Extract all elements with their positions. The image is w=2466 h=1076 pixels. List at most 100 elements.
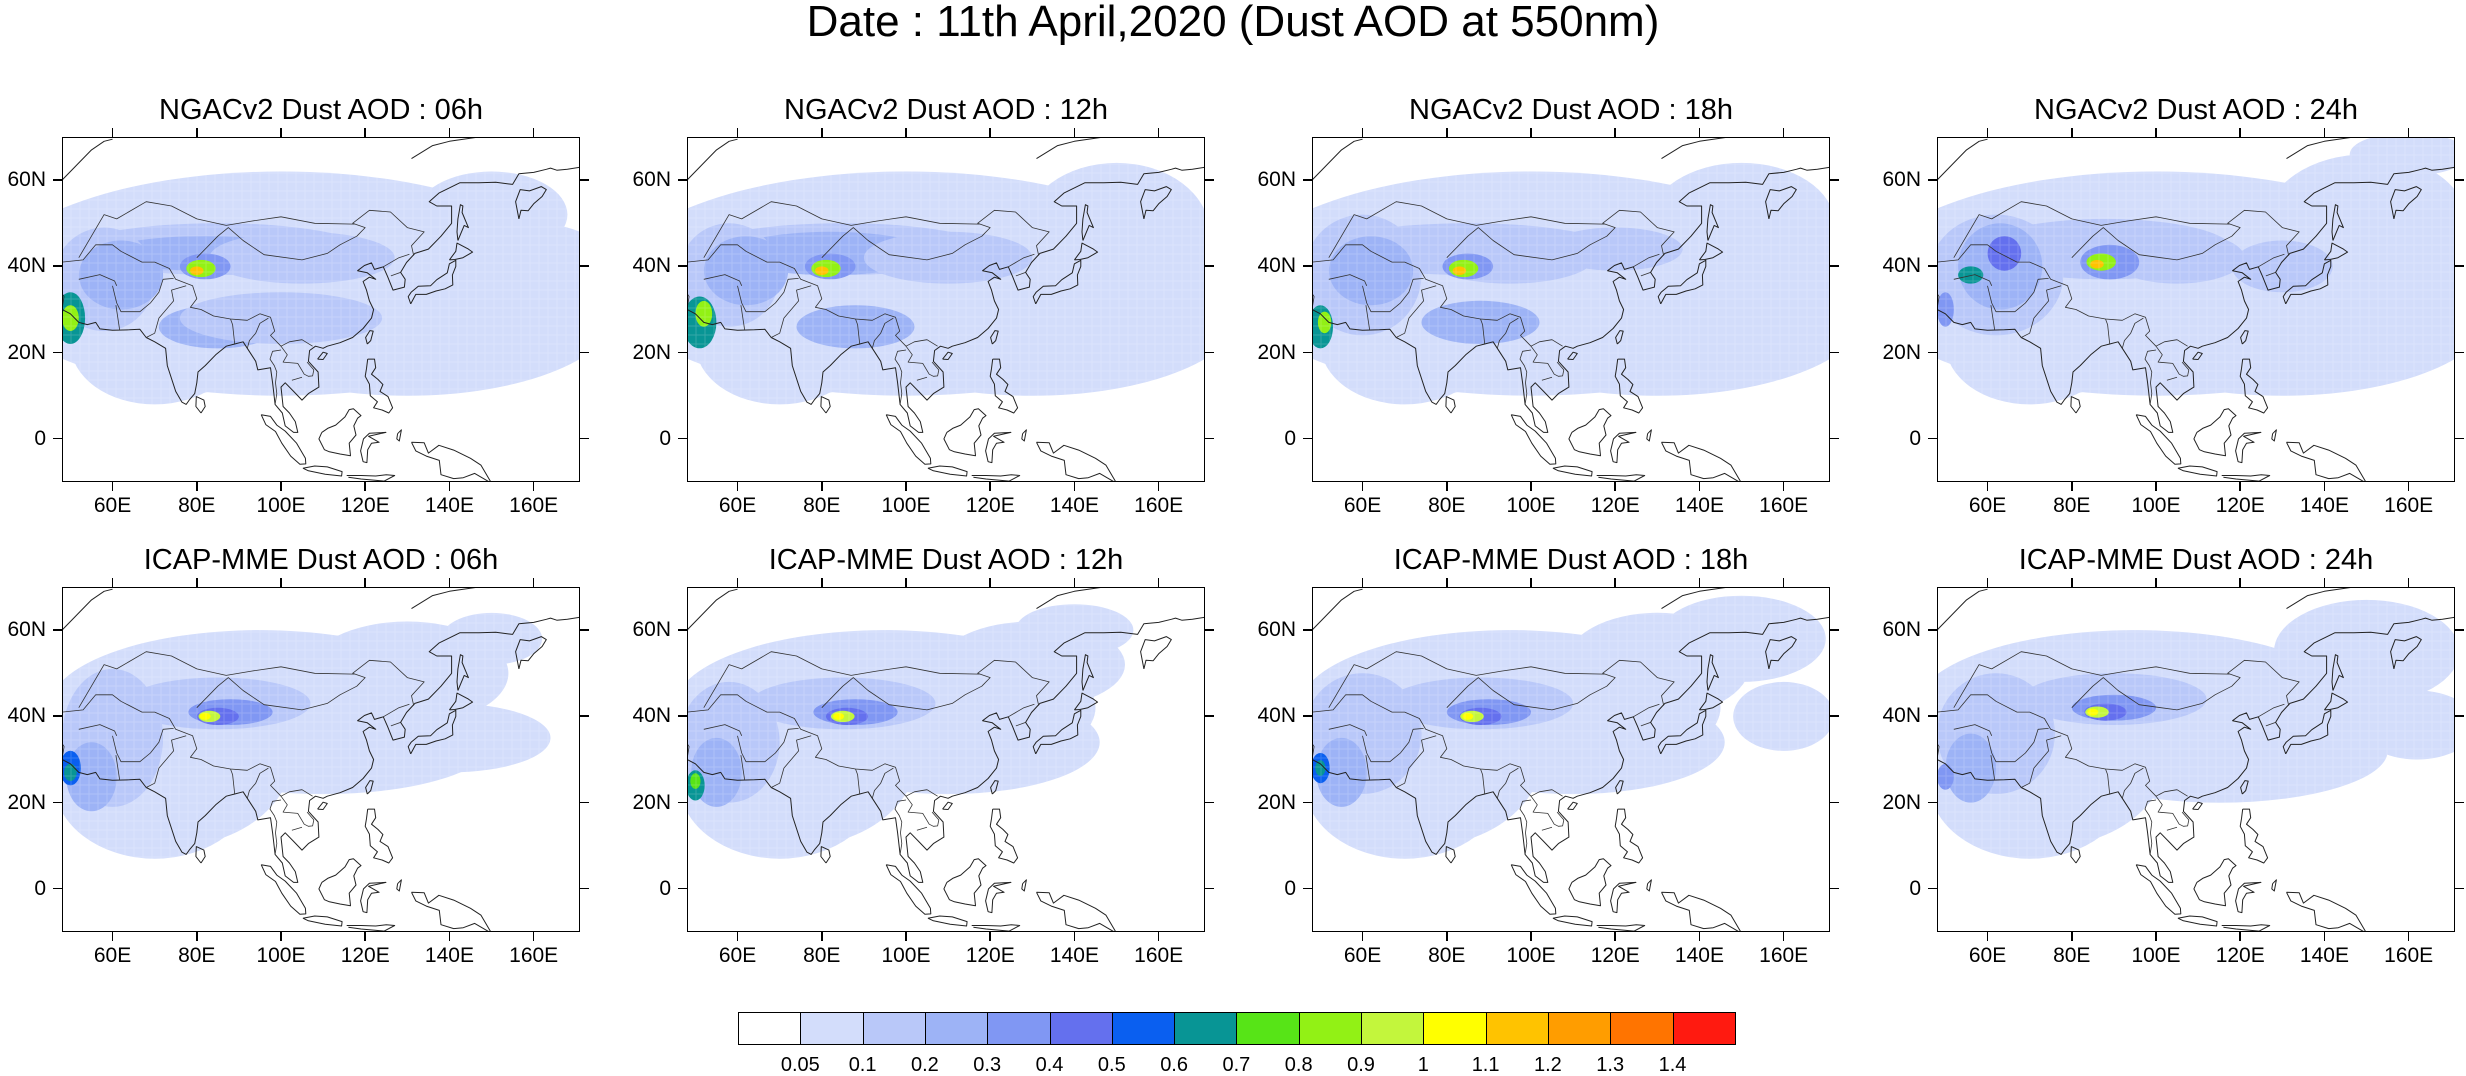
lon-tick-top — [2155, 128, 2157, 137]
lat-label: 20N — [7, 790, 46, 814]
coastline — [360, 881, 387, 914]
coastline — [1140, 186, 1172, 220]
lat-label: 0 — [659, 426, 671, 450]
lon-tick — [820, 932, 823, 941]
coastline — [1937, 138, 1988, 181]
colorbar-label: 0.3 — [973, 1054, 1002, 1076]
coastline — [364, 358, 394, 414]
colorbar-swatch — [862, 1012, 927, 1045]
coastline — [1661, 891, 1742, 932]
lon-tick-top — [1614, 128, 1616, 137]
lat-tick-right — [1830, 801, 1839, 804]
lat-tick-right — [1830, 887, 1839, 890]
lon-label: 140E — [424, 944, 474, 967]
panel-title: NGACv2 Dust AOD : 06h — [159, 94, 483, 126]
dust-aod-map — [1937, 137, 2455, 482]
country-border — [1396, 735, 1437, 788]
lon-label: 120E — [1590, 494, 1640, 517]
coastline — [2390, 186, 2422, 220]
lat-tick-right — [580, 437, 589, 440]
grid-texture — [62, 137, 580, 482]
country-border — [1008, 703, 1035, 718]
lon-label: 100E — [1506, 944, 1556, 967]
coastline — [943, 408, 987, 457]
lon-tick — [111, 482, 114, 491]
lat-tick — [678, 351, 687, 354]
panel-title: NGACv2 Dust AOD : 18h — [1409, 94, 1733, 126]
lat-label: 60N — [1257, 168, 1296, 192]
lon-tick — [2155, 482, 2157, 491]
colorbar-label: 1.1 — [1471, 1054, 1500, 1076]
country-border — [894, 349, 907, 405]
lat-tick — [1928, 179, 1937, 181]
coastline — [1937, 588, 1988, 631]
lon-tick-top — [2323, 128, 2326, 137]
coastline — [1596, 474, 1646, 482]
lon-label: 120E — [340, 494, 390, 517]
country-border — [1990, 305, 1996, 331]
lon-tick — [1782, 482, 1785, 491]
lon-tick-top — [736, 578, 739, 587]
coastline — [1445, 846, 1456, 864]
country-border — [115, 755, 121, 781]
lon-tick — [1157, 482, 1160, 491]
lon-tick-top — [2239, 578, 2241, 587]
lon-label: 80E — [178, 944, 216, 967]
lon-tick-top — [820, 128, 823, 137]
country-border — [269, 799, 282, 855]
lat-tick-right — [2455, 265, 2464, 267]
lon-tick-top — [1445, 578, 1448, 587]
country-border — [2021, 285, 2062, 338]
lat-tick — [53, 351, 62, 354]
coastline — [971, 924, 1021, 932]
lon-tick-top — [820, 578, 823, 587]
country-border — [687, 244, 938, 347]
lat-tick-right — [2455, 351, 2464, 354]
coastline — [2070, 846, 2081, 864]
country-border — [740, 755, 746, 781]
colorbar-swatch — [1485, 1012, 1550, 1045]
colorbar-swatch — [1423, 1012, 1488, 1045]
lon-tick — [1614, 932, 1616, 941]
coastline — [515, 636, 547, 670]
lon-tick-top — [989, 128, 991, 137]
lat-label: 20N — [1882, 340, 1921, 364]
lat-tick-right — [1205, 629, 1214, 631]
coastline — [2331, 654, 2344, 691]
lat-label: 0 — [34, 876, 46, 900]
lat-label: 60N — [7, 618, 46, 642]
coastline — [1510, 414, 1557, 465]
lat-tick-right — [1205, 887, 1214, 890]
coastline — [2235, 431, 2262, 464]
lat-label: 60N — [1882, 618, 1921, 642]
lon-tick-top — [1530, 578, 1532, 587]
country-border — [916, 826, 928, 831]
country-border — [2265, 272, 2276, 277]
lat-tick — [53, 887, 62, 890]
lat-tick — [1303, 801, 1312, 804]
coastline — [687, 166, 1205, 433]
lon-tick-top — [280, 128, 282, 137]
map-canvas — [62, 587, 580, 932]
lat-label: 40N — [1257, 254, 1296, 278]
coastline — [820, 396, 831, 414]
country-border — [2258, 703, 2285, 718]
lon-label: 100E — [1506, 494, 1556, 517]
coastline — [411, 137, 479, 160]
map-canvas — [1937, 587, 2455, 932]
country-border — [2265, 722, 2276, 727]
lon-tick-top — [736, 128, 739, 137]
lon-tick-top — [1614, 578, 1616, 587]
coastline — [2135, 864, 2182, 915]
country-border — [1541, 826, 1553, 831]
coastline — [2286, 891, 2367, 932]
coastline — [985, 431, 1012, 464]
map-canvas — [62, 137, 580, 482]
coastline — [2240, 330, 2249, 345]
country-border — [1937, 694, 2188, 797]
coastline — [885, 414, 932, 465]
lon-tick-top — [195, 128, 198, 137]
country-border — [269, 349, 282, 405]
country-border — [196, 209, 425, 261]
coastline — [407, 709, 457, 755]
